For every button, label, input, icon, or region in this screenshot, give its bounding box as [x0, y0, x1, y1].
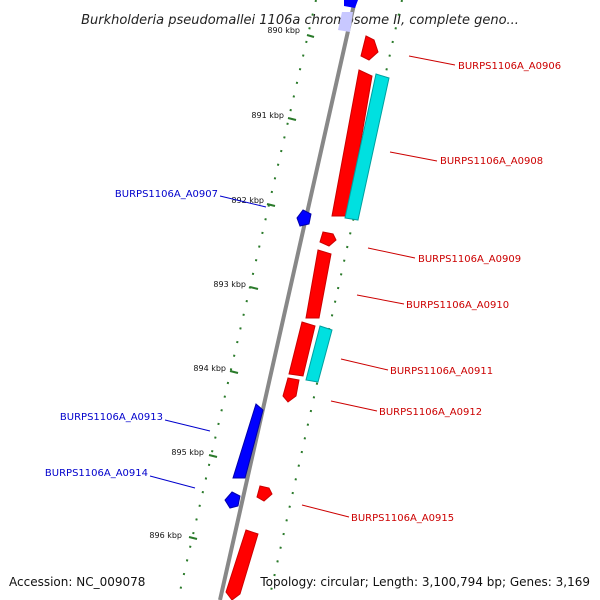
tick-label: 890 kbp: [267, 26, 300, 35]
gene-label-A0909[interactable]: BURPS1106A_A0909: [418, 254, 521, 265]
leader-line-A0913: [164, 419, 211, 432]
tick-label: 894 kbp: [193, 364, 226, 373]
gene-forward-A0915[interactable]: [256, 485, 273, 502]
gene-forward-A0912[interactable]: [282, 377, 300, 403]
tick-mark: [249, 286, 259, 290]
gene-label-A0907[interactable]: BURPS1106A_A0907: [115, 189, 218, 200]
leader-line-A0915: [301, 504, 350, 518]
feature-cyan-A0911[interactable]: [305, 325, 333, 383]
tick-mark: [266, 203, 276, 207]
leader-line-A0909: [367, 247, 416, 259]
gene-label-A0915[interactable]: BURPS1106A_A0915: [351, 513, 454, 524]
gene-label-A0911[interactable]: BURPS1106A_A0911: [390, 366, 493, 377]
gene-reverse-A0914[interactable]: [224, 491, 241, 509]
gene-label-A0908[interactable]: BURPS1106A_A0908: [440, 156, 543, 167]
tick-mark: [188, 536, 198, 540]
map-title: Burkholderia pseudomallei 1106a chromoso…: [81, 13, 519, 28]
leader-line-A0907: [219, 195, 267, 208]
leader-line-A0914: [149, 475, 196, 489]
gene-label-A0914[interactable]: BURPS1106A_A0914: [45, 468, 148, 479]
tick-label: 896 kbp: [149, 531, 182, 540]
gene-label-A0912[interactable]: BURPS1106A_A0912: [379, 407, 482, 418]
leader-line-A0908: [389, 151, 438, 162]
tick-mark: [229, 370, 239, 374]
tick-mark: [208, 454, 218, 458]
gene-forward-A0910[interactable]: [305, 249, 332, 319]
accession-text: Accession: NC_009078: [9, 575, 145, 589]
tick-mark: [287, 117, 297, 121]
tick-mark: [306, 34, 315, 38]
gene-label-A0913[interactable]: BURPS1106A_A0913: [60, 412, 163, 423]
tick-label: 891 kbp: [251, 111, 284, 120]
gene-reverse-partial[interactable]: [344, 0, 358, 8]
gene-reverse-A0913[interactable]: [232, 403, 264, 479]
genome-stats-text: Topology: circular; Length: 3,100,794 bp…: [259, 575, 590, 589]
gene-forward-partial-bottom[interactable]: [225, 529, 259, 600]
gene-forward-A0909[interactable]: [319, 231, 337, 247]
gene-label-A0906[interactable]: BURPS1106A_A0906: [458, 61, 561, 72]
leader-line-A0911: [340, 358, 389, 371]
gene-forward-A0906[interactable]: [360, 35, 379, 61]
tick-label: 892 kbp: [231, 196, 264, 205]
tick-label: 895 kbp: [171, 448, 204, 457]
feature-cyan-A0908[interactable]: [344, 73, 390, 221]
leader-line-A0906: [408, 55, 456, 66]
tick-group: 890 kbp 891 kbp 892 kbp 893 kbp 894 kbp …: [149, 26, 315, 540]
leader-line-A0912: [330, 400, 378, 412]
backbone-line: [218, 0, 357, 600]
gene-label-A0910[interactable]: BURPS1106A_A0910: [406, 300, 509, 311]
gene-faint-partial[interactable]: [338, 12, 353, 32]
leader-line-A0910: [356, 294, 405, 305]
gene-forward-A0911[interactable]: [288, 321, 316, 377]
tick-label: 893 kbp: [213, 280, 246, 289]
gene-reverse-A0907[interactable]: [296, 209, 312, 227]
inner-guide-left: [177, 0, 317, 600]
